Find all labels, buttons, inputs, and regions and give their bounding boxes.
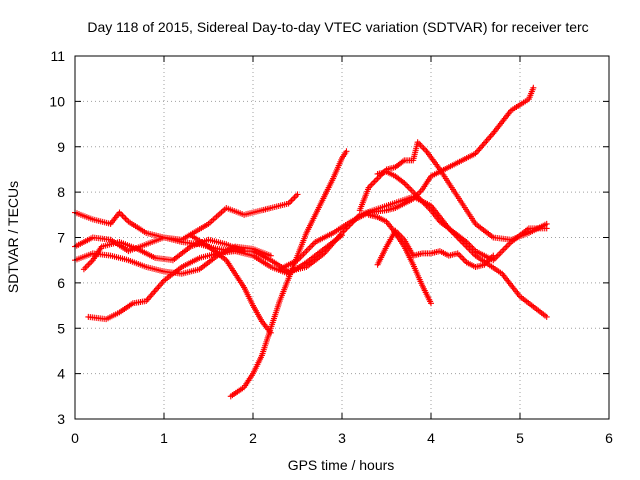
x-tick-label: 4 [427,430,435,446]
data-point [460,256,467,263]
data-point [543,313,550,320]
series-arc-7 [80,236,248,273]
data-point [241,248,248,255]
data-point [407,186,414,193]
data-point [288,197,295,204]
data-point [370,180,377,187]
data-point [417,142,424,149]
data-point [496,251,503,258]
data-point [267,252,274,259]
data-point [404,183,411,190]
y-axis: 3 4 5 6 7 8 9 10 11 [49,48,609,427]
y-tick-label: 5 [57,320,65,336]
data-point [120,214,127,221]
data-point [468,243,475,250]
y-tick-label: 11 [50,48,65,64]
data-point [490,252,497,259]
y-tick-label: 10 [49,93,65,109]
series-arc-1 [72,191,301,243]
data-point [459,254,466,261]
data-point [456,251,463,258]
data-point [371,178,378,185]
data-point [122,215,129,222]
y-tick-label: 8 [57,184,65,200]
y-tick-label: 7 [57,230,65,246]
data-point [373,177,380,184]
series-group [72,84,550,400]
data-point [80,266,87,273]
x-tick-label: 1 [160,430,168,446]
data-point [543,225,550,232]
data-point [290,195,297,202]
data-point [503,243,510,250]
data-point [343,148,350,155]
data-point [309,242,316,249]
data-point [307,243,314,250]
data-point [502,245,509,252]
data-point [83,263,90,270]
series-arc-4 [227,148,350,400]
y-axis-label: SDTVAR / TECUs [5,181,21,293]
data-point [303,248,310,255]
data-point [291,194,298,201]
data-point [119,212,126,219]
data-point [301,249,308,256]
x-tick-label: 5 [516,430,524,446]
data-point [405,184,412,191]
data-point [339,232,345,239]
data-point [85,261,92,268]
data-point [530,84,537,91]
chart-title: Day 118 of 2015, Sidereal Day-to-day VTE… [87,19,588,35]
data-point [368,181,375,188]
data-point [306,245,313,252]
y-tick-label: 3 [57,411,65,427]
y-tick-label: 6 [57,275,65,291]
x-tick-label: 3 [338,430,346,446]
data-point [86,260,93,267]
data-point [422,146,429,153]
data-point [505,242,512,249]
data-point [293,192,300,199]
data-point [267,329,274,336]
data-point [428,300,434,307]
x-tick-label: 2 [249,430,257,446]
data-point [294,191,301,198]
data-point [420,145,427,152]
data-point [469,245,476,252]
data-point [499,248,506,255]
series-arc-12 [365,211,434,307]
x-axis-label: GPS time / hours [288,457,395,473]
x-axis: 0 1 2 3 4 5 6 [71,56,613,446]
data-point [497,249,504,256]
data-point [408,187,415,194]
series-arc-8 [276,84,537,273]
data-point [500,246,507,253]
y-tick-label: 4 [57,366,65,382]
x-tick-label: 6 [605,430,613,446]
data-point [304,246,311,253]
data-point [466,242,473,249]
series-arc-11 [374,227,497,270]
series-arc-9 [356,139,550,243]
data-point [82,264,89,271]
x-tick-label: 0 [71,430,79,446]
y-tick-label: 9 [57,139,65,155]
series-arc-10 [374,168,550,264]
